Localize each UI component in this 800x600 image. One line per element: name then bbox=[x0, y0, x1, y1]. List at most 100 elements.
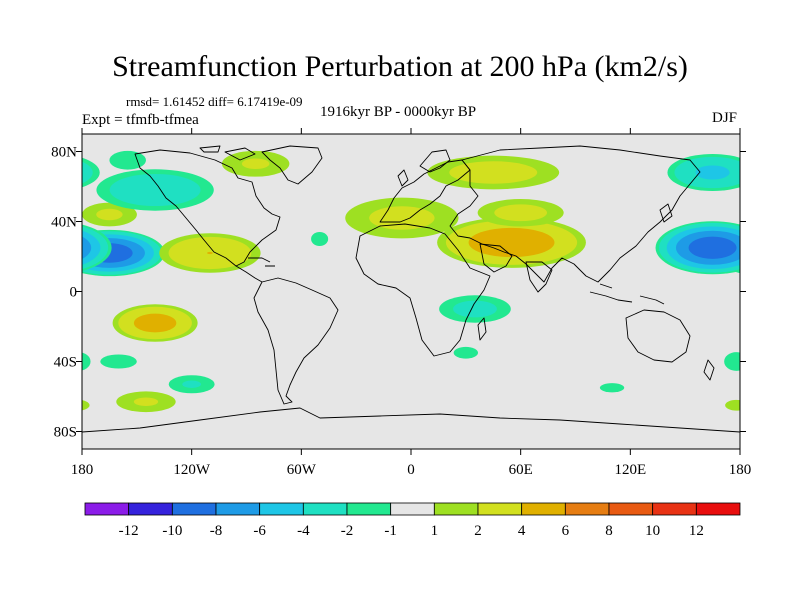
colorbar-label: -8 bbox=[210, 523, 223, 539]
anomaly-south-pacific-negative-2 bbox=[168, 375, 215, 394]
x-tick-label: 0 bbox=[407, 462, 415, 478]
y-tick-label: 40N bbox=[51, 215, 77, 231]
contour-band bbox=[182, 380, 202, 388]
coastline-australia bbox=[625, 309, 691, 363]
coastline-scandinavia bbox=[419, 149, 451, 173]
season-label: DJF bbox=[712, 110, 738, 126]
colorbar-swatch bbox=[84, 502, 130, 516]
anomaly-northeast-pacific-negative bbox=[96, 169, 214, 211]
coastline-south-america bbox=[253, 277, 339, 405]
colorbar-swatch bbox=[695, 502, 741, 516]
x-tick-label: 120E bbox=[614, 462, 646, 478]
coastline-greenland bbox=[261, 145, 323, 185]
contour-band-wrap bbox=[38, 166, 72, 180]
contour-band bbox=[207, 251, 213, 255]
colorbar-swatch bbox=[259, 502, 304, 516]
coastline-arctic-islands bbox=[199, 145, 256, 161]
x-tick-label: 180 bbox=[729, 462, 752, 478]
coastline-madagascar bbox=[477, 317, 487, 341]
colorbar-swatch bbox=[346, 502, 392, 516]
coastline-caribbean bbox=[248, 257, 275, 267]
anomaly-west-asia-positive bbox=[437, 217, 586, 268]
coastline-north-america bbox=[134, 149, 281, 267]
colorbar-label: 10 bbox=[645, 523, 660, 539]
anomaly-indian-ocean-negative bbox=[599, 383, 625, 393]
anomaly-australia-negative bbox=[82, 352, 740, 371]
contour-band bbox=[311, 232, 329, 246]
anomaly-southern-africa-negative bbox=[453, 346, 479, 359]
colorbar-label: 12 bbox=[689, 523, 704, 539]
colorbar-swatch bbox=[564, 502, 610, 516]
colorbar-swatch bbox=[652, 502, 697, 516]
colorbar-label: -6 bbox=[253, 523, 266, 539]
colorbar-swatch bbox=[521, 502, 566, 516]
coastline-africa bbox=[355, 223, 491, 357]
colorbar-swatch bbox=[302, 502, 348, 516]
contour-band bbox=[599, 383, 625, 393]
anomaly-eurasia-positive bbox=[427, 155, 560, 190]
contour-band-wrap bbox=[744, 243, 790, 262]
x-tick-label: 180 bbox=[71, 462, 94, 478]
period-label: 1916kyr BP - 0000kyr BP bbox=[320, 104, 477, 120]
anomaly-southern-ocean-east-positive bbox=[82, 399, 740, 411]
colorbar-label: -1 bbox=[384, 523, 397, 539]
anomaly-canada-positive bbox=[221, 150, 290, 177]
x-tick-label: 120W bbox=[173, 462, 211, 478]
contour-band bbox=[725, 399, 740, 411]
contour-band-wrap bbox=[82, 161, 93, 184]
contour-band bbox=[133, 397, 159, 406]
colorbar-label: 4 bbox=[518, 523, 526, 539]
contour-band bbox=[100, 354, 137, 369]
colorbar-swatch bbox=[215, 502, 261, 516]
experiment-label: Expt = tfmfb-tfmea bbox=[82, 112, 199, 128]
colorbar: -12 -10 -8 -6 -4 -2 -1 1 2 4 6 8 10 12 bbox=[84, 502, 741, 539]
coastline-arabia bbox=[479, 243, 513, 273]
contour-band bbox=[688, 236, 737, 259]
coastline-japan bbox=[659, 203, 673, 223]
anomaly-atlantic-negative bbox=[311, 232, 329, 246]
anomaly-south-pacific-negative bbox=[100, 354, 137, 369]
coastline-antarctica bbox=[82, 407, 740, 433]
anomaly-central-asia-positive bbox=[477, 199, 564, 227]
contour-band-wrap bbox=[731, 243, 740, 263]
contour-band bbox=[453, 346, 479, 359]
colorbar-label: -10 bbox=[162, 523, 182, 539]
anomaly-north-pacific-east-negative bbox=[38, 153, 740, 192]
coastline-indonesia bbox=[589, 283, 665, 305]
contour-band bbox=[453, 300, 497, 318]
contour-band-wrap bbox=[31, 237, 79, 259]
contour-band bbox=[96, 208, 123, 221]
colorbar-swatch bbox=[128, 502, 173, 516]
colorbar-swatch bbox=[171, 502, 217, 516]
contour-band-wrap bbox=[739, 213, 740, 216]
coastline-layer bbox=[82, 145, 740, 433]
anomaly-gulf-positive bbox=[159, 233, 261, 273]
colorbar-swatch bbox=[477, 502, 523, 516]
colorbar-label: 8 bbox=[605, 523, 613, 539]
contour-band-wrap bbox=[754, 209, 780, 220]
x-tick-label: 60W bbox=[287, 462, 317, 478]
rmsd-stats: rmsd= 1.61452 diff= 6.17419e-09 bbox=[126, 94, 303, 109]
colorbar-label: -2 bbox=[341, 523, 354, 539]
chart-title: Streamfunction Perturbation at 200 hPa (… bbox=[112, 50, 688, 83]
colorbar-label: -12 bbox=[119, 523, 139, 539]
coastline-asia bbox=[449, 145, 701, 283]
anomaly-southern-ocean-positive bbox=[116, 391, 176, 413]
contour-band-wrap bbox=[82, 236, 92, 260]
coastline-central-america bbox=[235, 265, 263, 283]
contour-band bbox=[109, 150, 146, 170]
y-tick-label: 40S bbox=[54, 355, 77, 371]
contour-band bbox=[468, 227, 555, 258]
contour-band bbox=[109, 173, 201, 207]
colorbar-label: 1 bbox=[431, 523, 439, 539]
contour-band bbox=[449, 161, 538, 184]
map-layer bbox=[31, 134, 790, 449]
anomaly-greenland-negative bbox=[109, 150, 146, 170]
y-tick-label: 0 bbox=[70, 285, 78, 301]
y-tick-label: 80S bbox=[54, 425, 77, 441]
contour-band-wrap bbox=[82, 230, 101, 265]
streamfunction-field bbox=[31, 150, 790, 413]
colorbar-label: 6 bbox=[562, 523, 570, 539]
anomaly-south-atlantic-negative bbox=[439, 295, 511, 323]
